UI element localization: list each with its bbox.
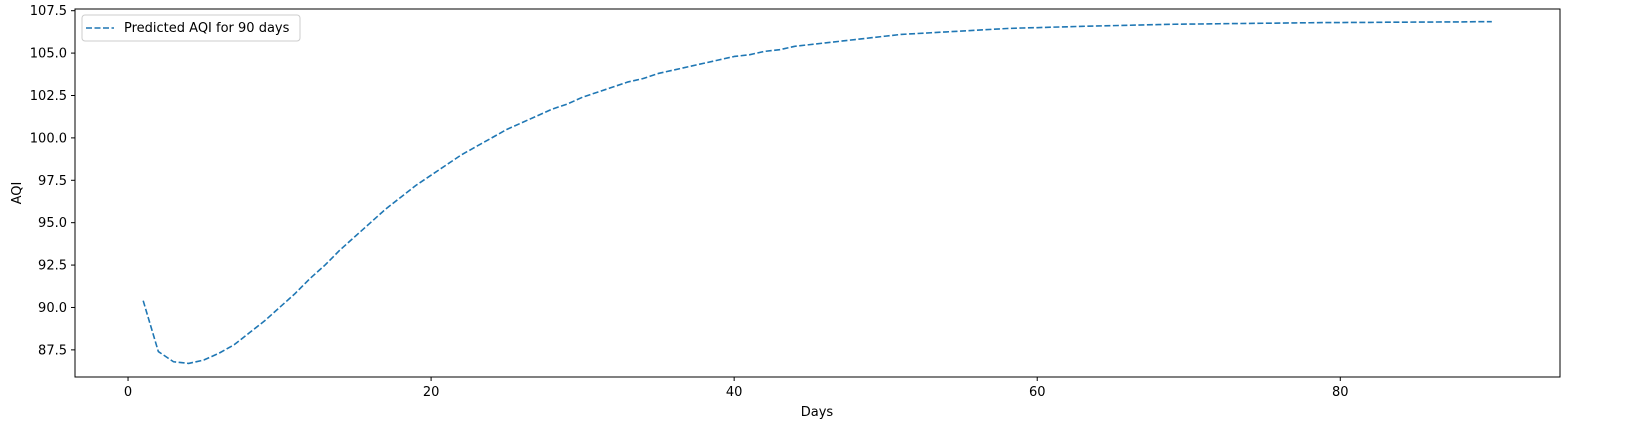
y-tick-label: 107.5	[30, 4, 67, 19]
y-tick-label: 87.5	[38, 343, 67, 358]
x-axis-ticks: 0 20 40 60 80	[124, 377, 1349, 400]
y-tick-label: 92.5	[38, 259, 67, 274]
legend: Predicted AQI for 90 days	[81, 14, 301, 42]
x-axis-title: Days	[801, 405, 834, 420]
x-tick-label: 20	[423, 385, 440, 400]
y-axis-title: AQI	[10, 182, 25, 205]
y-tick-label: 100.0	[30, 131, 67, 146]
y-tick-label: 95.0	[38, 216, 67, 231]
x-tick-label: 60	[1029, 385, 1046, 400]
legend-label: Predicted AQI for 90 days	[124, 21, 290, 36]
y-tick-label: 102.5	[30, 89, 67, 104]
y-tick-label: 105.0	[30, 47, 67, 62]
y-tick-label: 90.0	[38, 301, 67, 316]
y-axis-ticks: 87.5 90.0 92.5 95.0 97.5 100.0 102.5 105.0 107.5	[30, 4, 75, 358]
x-tick-label: 0	[124, 385, 132, 400]
x-tick-label: 40	[726, 385, 743, 400]
series-line-predicted-aqi	[142, 20, 1492, 365]
legend-box	[81, 14, 301, 42]
x-tick-label: 80	[1332, 385, 1349, 400]
plot-layer	[142, 20, 1492, 365]
y-tick-label: 97.5	[38, 174, 67, 189]
plot-frame	[74, 8, 1561, 378]
